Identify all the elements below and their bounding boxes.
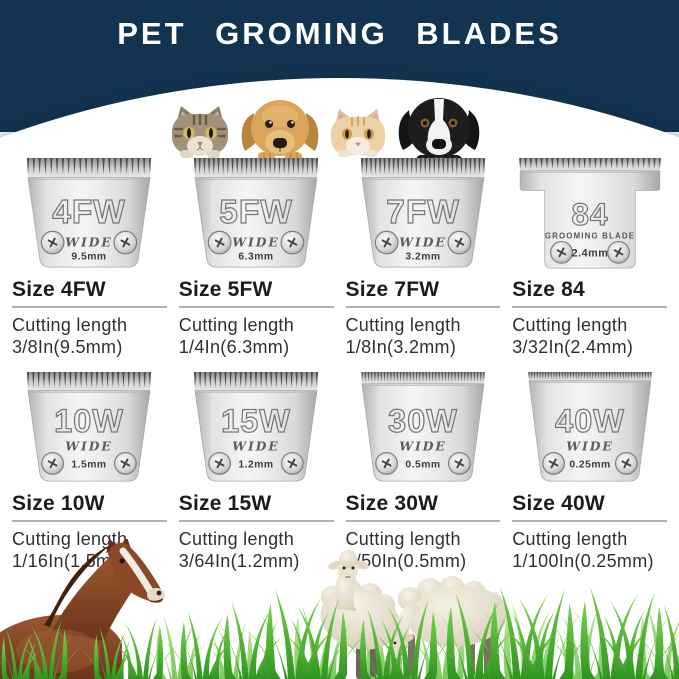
screw-icon xyxy=(208,452,232,475)
cutting-length-value: 3/8In(9.5mm) xyxy=(12,337,123,357)
blade-wide-label: WIDE xyxy=(566,439,613,454)
blade-image: 30W WIDE 0.5mm xyxy=(348,370,498,488)
blade-image: 40W WIDE 0.25mm xyxy=(515,370,665,488)
cutting-length-value: 3/64In(1.2mm) xyxy=(178,551,300,571)
cutting-length-label: Cutting length xyxy=(178,529,295,549)
blade-engraving: 5FW xyxy=(219,194,293,231)
blade-mm-label: 1.5mm xyxy=(72,459,107,470)
cutting-length-value: 3/32In(2.4mm) xyxy=(512,337,634,357)
blade-wide-label: WIDE xyxy=(399,234,446,249)
blade-size-title: Size 5FW xyxy=(178,278,334,308)
page-title: PET GROMING BLADES xyxy=(117,16,562,51)
screw-icon xyxy=(280,230,305,255)
black-white-dog-icon xyxy=(398,98,480,165)
blade-mm-label: 0.25mm xyxy=(569,459,610,470)
cutting-length-label: Cutting length xyxy=(512,315,628,335)
blade-wide-label: WIDE xyxy=(66,234,113,249)
screw-icon xyxy=(281,452,304,475)
blade-size-title: Size 40W xyxy=(512,492,667,522)
blade-cell: 4FW WIDE 9.5mm Size 4FW Cutting length 3/8… xyxy=(12,156,167,358)
cutting-length-label: Cutting length xyxy=(12,529,128,549)
cutting-length-label: Cutting length xyxy=(512,529,628,549)
blade-engraving: 10W xyxy=(55,403,125,439)
blade-cell: 5FW WIDE 6.3mm Size 5FW Cutting length 1/4… xyxy=(178,156,334,358)
blade-size-title: Size 4FW xyxy=(12,278,167,308)
tabby-cat-icon xyxy=(172,106,228,158)
screw-icon xyxy=(375,452,398,475)
blade-image: 7FW WIDE 3.2mm xyxy=(348,156,498,274)
blade-wide-label: WIDE xyxy=(232,234,279,249)
screw-icon xyxy=(207,230,232,255)
blade-mm-label: 1.2mm xyxy=(239,459,274,470)
screw-icon xyxy=(41,452,65,475)
blade-size-title: Size 10W xyxy=(12,492,167,522)
cutting-length-label: Cutting length xyxy=(12,315,128,335)
screw-icon xyxy=(374,230,399,255)
screw-icon xyxy=(606,240,630,264)
blade-graphic-7FW: 7FW WIDE 3.2mm xyxy=(360,157,485,268)
blade-mm-label: 0.5mm xyxy=(405,459,440,470)
blade-cell: 40W WIDE 0.25mm Size 40W Cutting length 1/… xyxy=(512,370,667,572)
blade-mm-label: 6.3mm xyxy=(239,251,274,262)
blade-mm-label: 2.4mm xyxy=(571,247,608,259)
blade-cell: 84 GROOMING BLADE 2.4mm Size 84 Cutting le… xyxy=(512,156,667,358)
blade-engraving: 7FW xyxy=(386,194,460,231)
blade-wide-label: WIDE xyxy=(232,439,279,454)
screw-icon xyxy=(614,452,638,475)
orange-cat-icon xyxy=(331,109,385,157)
screw-icon xyxy=(447,230,472,255)
cutting-length-label: Cutting length xyxy=(345,529,461,549)
blade-image: 5FW WIDE 6.3mm xyxy=(181,156,331,274)
blade-cell: 7FW WIDE 3.2mm Size 7FW Cutting length 1/8… xyxy=(345,156,501,358)
blade-size-title: Size 30W xyxy=(345,492,501,522)
blade-engraving: 15W xyxy=(221,403,291,439)
blade-cell: 30W WIDE 0.5mm Size 30W Cutting length 1/5… xyxy=(345,370,501,572)
blade-graphic-5FW: 5FW WIDE 6.3mm xyxy=(194,157,319,268)
blade-engraving: 84 xyxy=(571,197,608,232)
cutting-length-value: 1/100In(0.25mm) xyxy=(512,551,654,571)
blade-engraving: 30W xyxy=(388,403,458,439)
blade-cell: 15W WIDE 1.2mm Size 15W Cutting length 3/6… xyxy=(178,370,334,572)
pets-row xyxy=(0,0,679,170)
blade-wide-label: WIDE xyxy=(66,439,113,454)
blade-image: 84 GROOMING BLADE 2.4mm xyxy=(515,156,665,274)
golden-retriever-icon xyxy=(241,100,319,161)
blade-graphic-4FW: 4FW WIDE 9.5mm xyxy=(27,157,152,268)
screw-icon xyxy=(447,452,471,475)
screw-icon xyxy=(113,230,138,255)
blade-image: 4FW WIDE 9.5mm xyxy=(14,156,164,274)
screw-icon xyxy=(541,452,565,475)
horse-image xyxy=(0,539,165,679)
blade-mm-label: 9.5mm xyxy=(72,251,107,262)
blade-wide-label: WIDE xyxy=(399,439,446,454)
blade-size-title: Size 84 xyxy=(512,278,667,308)
blade-engraving: 40W xyxy=(555,403,625,439)
cutting-length-label: Cutting length xyxy=(178,315,295,335)
cutting-length-value: 1/8In(3.2mm) xyxy=(345,337,457,357)
blade-size-title: Size 7FW xyxy=(345,278,501,308)
blades-grid: 4FW WIDE 9.5mm Size 4FW Cutting length 3/8… xyxy=(12,156,667,572)
blade-mm-label: 3.2mm xyxy=(405,251,440,262)
blade-image: 10W WIDE 1.5mm xyxy=(14,370,164,488)
blade-sub-label: GROOMING BLADE xyxy=(544,232,634,241)
cutting-length-value: 1/50In(0.5mm) xyxy=(345,551,467,571)
blade-size-title: Size 15W xyxy=(178,492,334,522)
cutting-length-label: Cutting length xyxy=(345,315,461,335)
screw-icon xyxy=(549,240,573,264)
blade-image: 15W WIDE 1.2mm xyxy=(181,370,331,488)
farm-animals-scene xyxy=(0,539,679,679)
blade-cell: 10W WIDE 1.5mm Size 10W Cutting length 1/1… xyxy=(12,370,167,572)
screw-icon xyxy=(114,452,138,475)
cutting-length-value: 1/4In(6.3mm) xyxy=(178,337,290,357)
blade-engraving: 4FW xyxy=(53,194,127,231)
screw-icon xyxy=(41,230,65,255)
